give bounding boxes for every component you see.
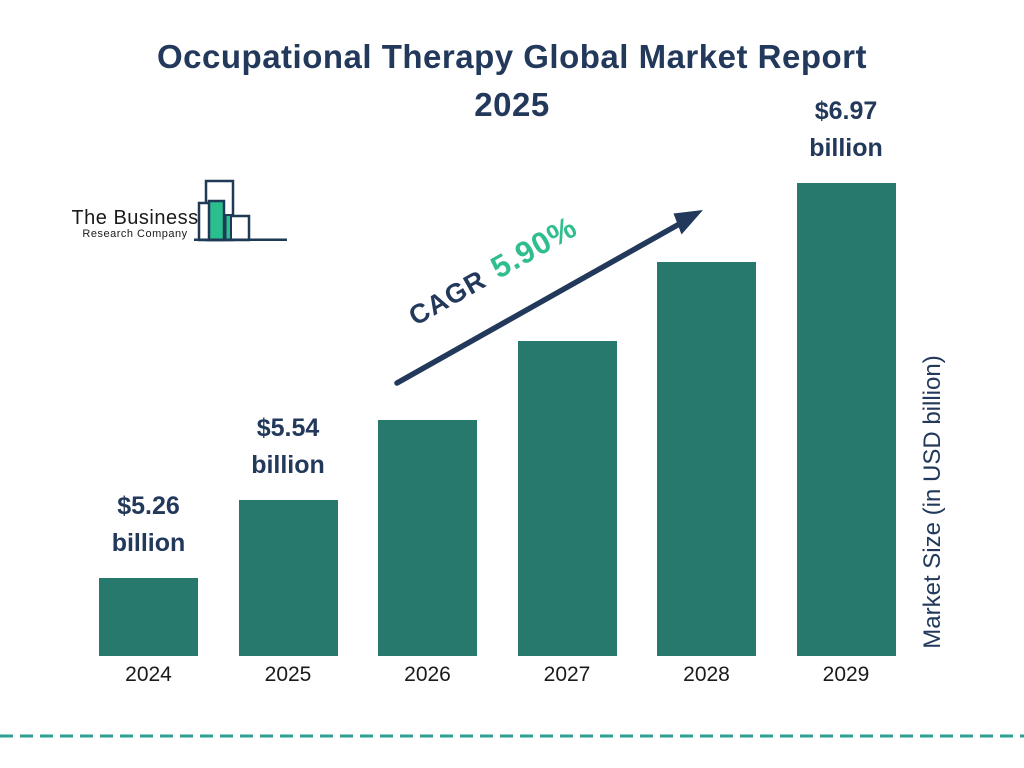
logo-subtitle: Research Company: [82, 228, 187, 240]
value-label-2025: $5.54 billion: [203, 410, 373, 484]
bottom-divider-line: [0, 734, 1024, 738]
bar-2024: [99, 578, 198, 656]
logo-name: The Business: [72, 207, 199, 229]
value-label-amount: $6.97: [814, 97, 878, 125]
x-axis-label-2028: 2028: [683, 663, 730, 686]
value-label-unit: billion: [111, 529, 186, 557]
x-axis-label-2026: 2026: [404, 663, 451, 686]
y-axis-label: Market Size (in USD billion): [919, 355, 946, 649]
bar-2029: [796, 183, 896, 656]
x-axis-label-2024: 2024: [125, 663, 172, 686]
value-label-unit: billion: [251, 451, 325, 479]
x-axis-label-2025: 2025: [264, 663, 312, 686]
value-label-unit: billion: [809, 134, 883, 162]
bar-2025: [238, 500, 338, 656]
page-title-line-2: 2025: [474, 86, 550, 123]
value-label-amount: $5.26: [117, 492, 180, 520]
page-title-line-1: Occupational Therapy Global Market Repor…: [157, 38, 867, 75]
page-title: Occupational Therapy Global Market Repor…: [0, 33, 1024, 129]
x-axis-label-2027: 2027: [543, 663, 591, 686]
x-axis-label-2029: 2029: [822, 663, 870, 686]
value-label-amount: $5.54: [256, 414, 320, 442]
company-logo: The Business Research Company: [72, 172, 292, 247]
bar-2027: [517, 341, 617, 656]
value-label-2029: $6.97 billion: [761, 93, 931, 167]
logo-bars-icon: The Business Research Company: [72, 179, 287, 242]
value-label-2024: $5.26 billion: [64, 488, 234, 562]
bar-2026: [378, 420, 477, 656]
